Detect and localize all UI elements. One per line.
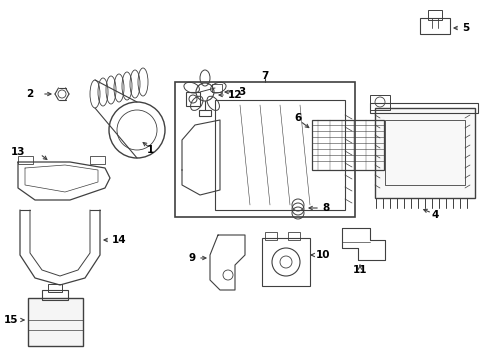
Bar	[18, 156, 33, 164]
Bar	[369, 95, 389, 110]
Bar	[199, 110, 210, 116]
Bar	[42, 290, 68, 300]
Bar	[262, 238, 309, 286]
Text: 9: 9	[188, 253, 196, 263]
Text: 3: 3	[238, 87, 245, 97]
Bar	[212, 84, 222, 92]
Text: 10: 10	[315, 250, 330, 260]
Text: 6: 6	[294, 113, 301, 123]
Text: 12: 12	[227, 90, 242, 100]
Bar	[311, 120, 383, 170]
Bar	[287, 232, 299, 240]
Bar	[374, 108, 474, 198]
Text: 13: 13	[11, 147, 25, 157]
Text: 4: 4	[430, 210, 438, 220]
Text: 1: 1	[146, 145, 153, 155]
Text: 2: 2	[26, 89, 34, 99]
Text: 11: 11	[352, 265, 366, 275]
Bar	[185, 92, 200, 106]
Bar	[90, 156, 105, 164]
Bar	[175, 82, 354, 217]
Bar	[419, 18, 449, 34]
Bar	[264, 232, 276, 240]
Bar	[369, 103, 477, 113]
Text: 5: 5	[461, 23, 468, 33]
Text: 8: 8	[321, 203, 328, 213]
Bar	[28, 298, 83, 346]
Bar	[215, 100, 345, 210]
Bar	[384, 120, 464, 185]
Text: 7: 7	[261, 71, 268, 81]
Bar	[48, 284, 62, 292]
Text: 15: 15	[3, 315, 18, 325]
Bar	[427, 10, 441, 20]
Text: 14: 14	[112, 235, 126, 245]
